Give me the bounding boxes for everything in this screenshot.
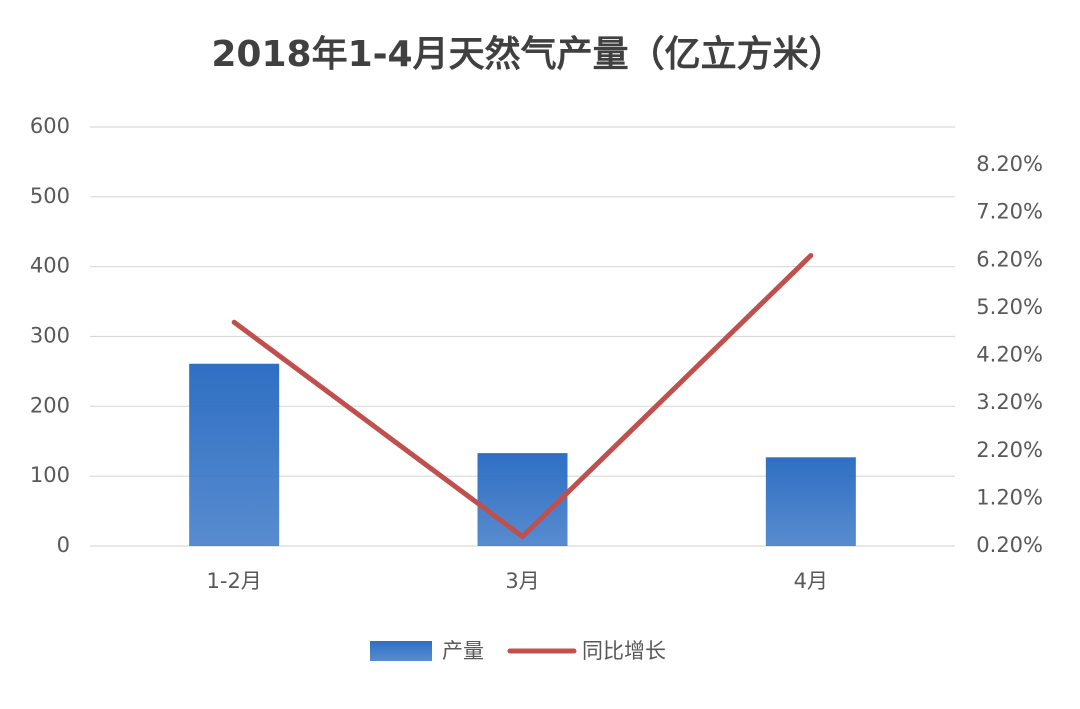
y-tick-label: 600	[30, 114, 70, 138]
line	[231, 253, 814, 539]
y-tick-label: 200	[30, 393, 70, 417]
y-tick-label: 300	[30, 324, 70, 348]
y2-tick-label: 8.20%	[976, 152, 1043, 176]
bar	[477, 453, 568, 546]
y2-tick-label: 2.20%	[976, 438, 1043, 462]
y-tick-label: 0	[57, 533, 70, 557]
legend-label: 同比增长	[582, 639, 666, 663]
y2-tick-label: 1.20%	[976, 485, 1043, 509]
y2-tick-label: 7.20%	[976, 200, 1043, 224]
y2-tick-label: 4.20%	[976, 343, 1043, 367]
x-tick-label: 3月	[505, 569, 539, 593]
legend-swatch	[370, 641, 432, 661]
y-tick-label: 400	[30, 254, 70, 278]
y-tick-label: 500	[30, 184, 70, 208]
x-tick-label: 1-2月	[207, 569, 262, 593]
chart-title: 2018年1-4月天然气产量（亿立方米）	[211, 33, 844, 75]
y2-tick-label: 3.20%	[976, 390, 1043, 414]
y2-tick-label: 0.20%	[976, 533, 1043, 557]
y2-tick-label: 5.20%	[976, 295, 1043, 319]
bar	[765, 457, 856, 546]
x-tick-label: 4月	[794, 569, 828, 593]
y2-tick-label: 6.20%	[976, 247, 1043, 271]
legend-label: 产量	[442, 639, 484, 663]
bar	[189, 363, 280, 546]
y-tick-label: 100	[30, 463, 70, 487]
